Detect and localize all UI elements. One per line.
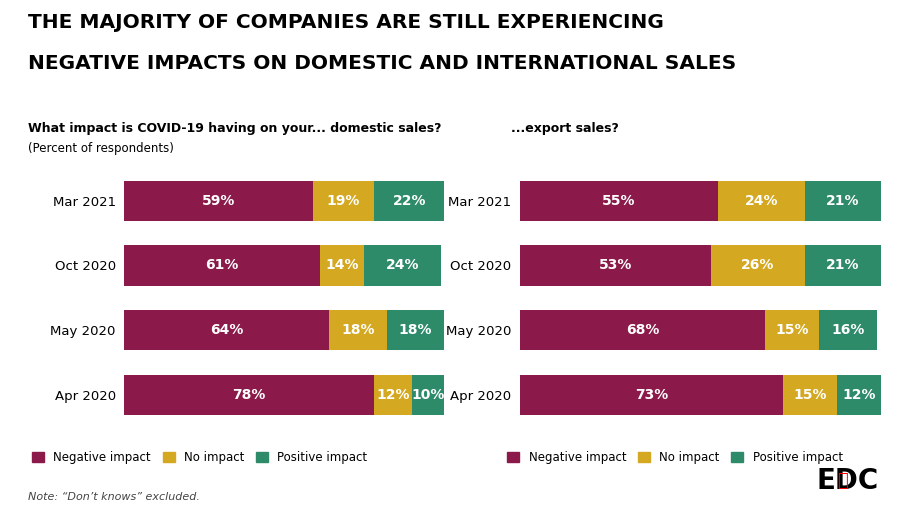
Text: 24%: 24% <box>744 194 777 208</box>
Bar <box>804 181 879 221</box>
Legend: Negative impact, No impact, Positive impact: Negative impact, No impact, Positive imp… <box>32 451 368 464</box>
Text: ...export sales?: ...export sales? <box>510 122 618 135</box>
Text: THE MAJORITY OF COMPANIES ARE STILL EXPERIENCING: THE MAJORITY OF COMPANIES ARE STILL EXPE… <box>28 13 663 32</box>
Text: 15%: 15% <box>792 388 826 402</box>
Text: 21%: 21% <box>825 194 858 208</box>
Bar <box>373 375 412 415</box>
Bar <box>124 181 312 221</box>
Text: 10%: 10% <box>411 388 445 402</box>
Bar <box>710 246 804 285</box>
Text: 14%: 14% <box>324 258 358 272</box>
Bar <box>373 181 444 221</box>
Text: NEGATIVE IMPACTS ON DOMESTIC AND INTERNATIONAL SALES: NEGATIVE IMPACTS ON DOMESTIC AND INTERNA… <box>28 54 735 74</box>
Bar <box>386 310 444 350</box>
Text: 61%: 61% <box>205 258 238 272</box>
Text: 22%: 22% <box>392 194 425 208</box>
Bar <box>519 375 782 415</box>
Bar <box>718 181 804 221</box>
Bar <box>124 310 329 350</box>
Bar <box>124 246 319 285</box>
Text: 18%: 18% <box>341 323 374 337</box>
Text: 12%: 12% <box>376 388 410 402</box>
Text: 59%: 59% <box>202 194 235 208</box>
Bar <box>319 246 364 285</box>
Text: EDC: EDC <box>815 467 878 495</box>
Bar <box>765 310 818 350</box>
Text: 12%: 12% <box>841 388 875 402</box>
Bar <box>519 246 710 285</box>
Text: 19%: 19% <box>326 194 360 208</box>
Bar <box>836 375 879 415</box>
Bar <box>519 310 765 350</box>
Bar <box>782 375 836 415</box>
Text: Note: “Don’t knows” excluded.: Note: “Don’t knows” excluded. <box>28 493 199 502</box>
Text: 21%: 21% <box>825 258 858 272</box>
Text: 24%: 24% <box>386 258 419 272</box>
Bar <box>804 246 879 285</box>
Legend: Negative impact, No impact, Positive impact: Negative impact, No impact, Positive imp… <box>506 451 842 464</box>
Bar <box>312 181 373 221</box>
Bar <box>329 310 386 350</box>
Bar <box>124 375 373 415</box>
Text: 55%: 55% <box>602 194 635 208</box>
Text: (Percent of respondents): (Percent of respondents) <box>28 142 174 155</box>
Text: 26%: 26% <box>741 258 774 272</box>
Text: 18%: 18% <box>399 323 432 337</box>
Text: 73%: 73% <box>634 388 667 402</box>
Text: What impact is COVID-19 having on your... domestic sales?: What impact is COVID-19 having on your..… <box>28 122 440 135</box>
Bar <box>519 181 718 221</box>
Text: 53%: 53% <box>598 258 631 272</box>
Text: 15%: 15% <box>775 323 808 337</box>
Text: 64%: 64% <box>210 323 244 337</box>
Bar <box>818 310 876 350</box>
Text: 78%: 78% <box>233 388 266 402</box>
Text: 🍁: 🍁 <box>836 471 847 490</box>
Text: 16%: 16% <box>831 323 864 337</box>
Text: 68%: 68% <box>625 323 658 337</box>
Bar <box>364 246 441 285</box>
Bar <box>412 375 444 415</box>
